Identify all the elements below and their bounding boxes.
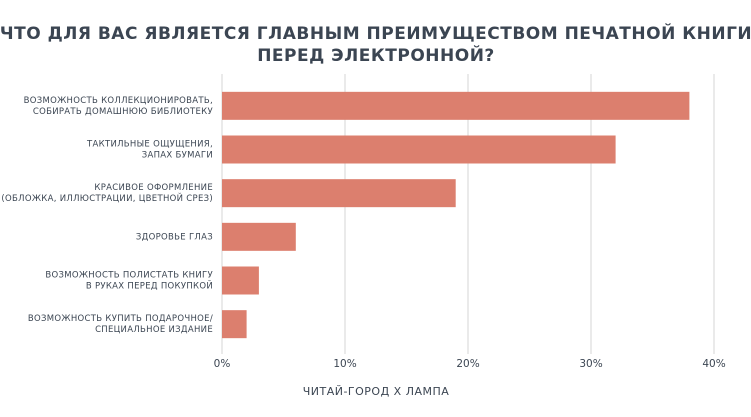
y-tick-label: ВОЗМОЖНОСТЬ ПОЛИСТАТЬ КНИГУ — [45, 271, 213, 281]
x-tick-label: 10% — [333, 358, 356, 370]
y-tick-label: ВОЗМОЖНОСТЬ КОЛЛЕКЦИОНИРОВАТЬ, — [24, 96, 213, 106]
chart-title: ПЕРЕД ЭЛЕКТРОННОЙ? — [257, 44, 495, 66]
bar — [222, 310, 247, 339]
bar — [222, 135, 616, 164]
y-tick-label: В РУКАХ ПЕРЕД ПОКУПКОЙ — [86, 280, 213, 292]
x-tick-label: 30% — [579, 358, 602, 370]
bar — [222, 266, 259, 295]
y-tick-label: (ОБЛОЖКА, ИЛЛЮСТРАЦИИ, ЦВЕТНОЙ СРЕЗ) — [1, 192, 213, 204]
y-tick-label: ТАКТИЛЬНЫЕ ОЩУЩЕНИЯ, — [86, 140, 213, 150]
source: ЧИТАЙ-ГОРОД X ЛАМПА — [303, 385, 450, 398]
x-tick-label: 20% — [456, 358, 479, 370]
y-tick-label: ВОЗМОЖНОСТЬ КУПИТЬ ПОДАРОЧНОЕ/ — [28, 314, 213, 324]
y-tick-label: КРАСИВОЕ ОФОРМЛЕНИЕ — [94, 183, 213, 193]
bar — [222, 179, 456, 208]
bar — [222, 222, 296, 251]
chart-title: ЧТО ДЛЯ ВАС ЯВЛЯЕТСЯ ГЛАВНЫМ ПРЕИМУЩЕСТВ… — [0, 22, 751, 44]
y-tick-label: ЗАПАХ БУМАГИ — [142, 151, 213, 161]
bar — [222, 91, 690, 120]
x-tick-label: 40% — [702, 358, 725, 370]
y-tick-label: СОБИРАТЬ ДОМАШНЮЮ БИБЛИОТЕКУ — [33, 107, 214, 117]
y-tick-label: ЗДОРОВЬЕ ГЛАЗ — [136, 232, 213, 242]
y-tick-label: СПЕЦИАЛЬНОЕ ИЗДАНИЕ — [95, 325, 213, 335]
x-tick-label: 0% — [214, 358, 231, 370]
